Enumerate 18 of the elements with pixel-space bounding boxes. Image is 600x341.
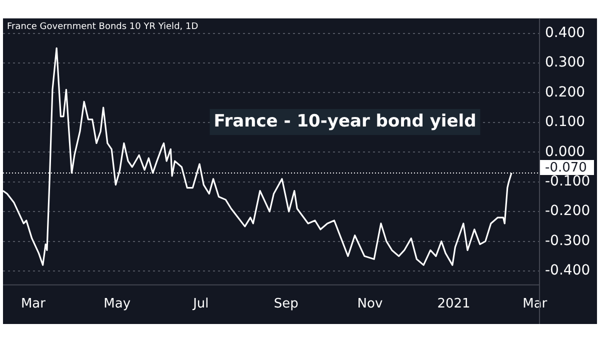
x-tick-label: Nov xyxy=(357,296,383,312)
y-tick-label: -0.400 xyxy=(545,262,590,279)
chart-subtitle: France Government Bonds 10 YR Yield, 1D xyxy=(7,22,198,32)
ref-line-label: -0.070 xyxy=(545,160,587,176)
y-tick-label: -0.200 xyxy=(545,203,590,220)
x-tick-label: Sep xyxy=(274,296,298,312)
x-tick-label: May xyxy=(104,296,131,312)
text: France - 10-year bond yield xyxy=(214,111,476,132)
y-tick-label: -0.300 xyxy=(545,232,590,249)
y-tick-label: -0.100 xyxy=(545,174,590,190)
x-tick-label: Jul xyxy=(192,296,209,312)
y-tick-label: 0.200 xyxy=(545,84,586,100)
y-tick-label: 0.400 xyxy=(545,24,586,41)
y-tick-label: 0.300 xyxy=(545,54,586,71)
y-tick-label: 0.000 xyxy=(545,144,586,160)
x-tick-label: 2021 xyxy=(437,296,470,312)
x-tick-label: Mar xyxy=(20,296,46,312)
y-tick-label: 0.100 xyxy=(545,114,586,130)
